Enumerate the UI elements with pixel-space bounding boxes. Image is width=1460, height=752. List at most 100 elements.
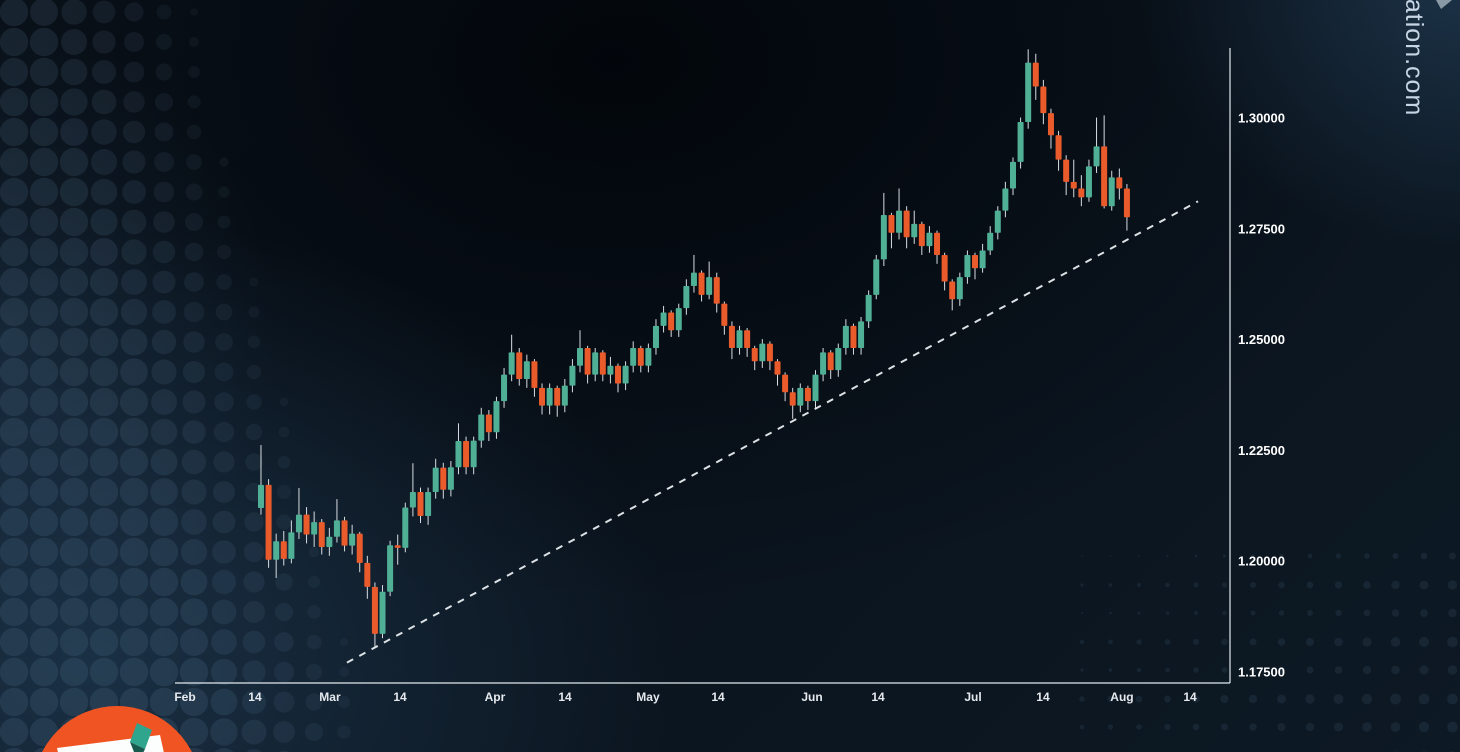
y-axis-label: 1.25000	[1238, 332, 1285, 347]
candle	[546, 383, 553, 415]
logo-diamond	[130, 723, 152, 749]
candle	[911, 210, 918, 244]
candle-body-bullish	[736, 330, 743, 348]
candle	[812, 370, 819, 408]
candle	[523, 354, 530, 388]
candle	[782, 372, 789, 402]
candle	[326, 527, 333, 556]
candle-body-bullish	[911, 223, 918, 238]
candle-body-bullish	[455, 441, 462, 468]
candle	[987, 226, 994, 255]
candle	[493, 396, 500, 439]
candle-body-bearish	[903, 210, 910, 238]
candle-body-bullish	[425, 492, 432, 516]
candle	[668, 310, 675, 337]
candle-body-bullish	[675, 308, 682, 331]
candle	[349, 524, 356, 555]
candle	[432, 458, 439, 499]
candle-body-bearish	[827, 352, 834, 371]
candle	[470, 436, 477, 475]
x-axis-label: 14	[248, 690, 262, 704]
candle-body-bullish	[842, 325, 849, 348]
candle-body-bearish	[1040, 86, 1047, 114]
candle-body-bearish	[356, 533, 363, 563]
candle-body-bullish	[987, 232, 994, 251]
candle-body-bearish	[888, 215, 895, 233]
candle	[1025, 49, 1032, 129]
candle	[759, 339, 766, 368]
halftone-dots-right	[1079, 552, 1458, 752]
candle-body-bearish	[972, 254, 979, 269]
candle	[1108, 170, 1115, 211]
candle	[949, 279, 956, 311]
candle	[592, 347, 599, 382]
candle-body-bullish	[706, 277, 713, 295]
candle	[880, 192, 887, 267]
x-axis-label: Aug	[1110, 690, 1133, 704]
candle	[1085, 159, 1092, 202]
candle	[288, 520, 295, 564]
candle-body-bullish	[820, 352, 827, 375]
candle-body-bullish	[1108, 177, 1115, 207]
candle-body-bearish	[1047, 113, 1054, 136]
candle-body-bearish	[668, 312, 675, 331]
candle	[1070, 159, 1077, 198]
candle-body-bearish	[539, 387, 546, 406]
x-axis-label: 14	[1036, 690, 1050, 704]
candle	[774, 359, 781, 386]
candle	[1002, 181, 1009, 218]
x-axis-label: 14	[558, 690, 572, 704]
candle-body-bearish	[1123, 188, 1130, 218]
candle	[804, 385, 811, 411]
candle-body-bearish	[1078, 188, 1085, 198]
candle	[630, 341, 637, 373]
candle-body-bullish	[546, 387, 553, 406]
candle-body-bullish	[652, 325, 659, 348]
candle-body-bullish	[333, 520, 340, 537]
candle-body-bullish	[812, 374, 819, 402]
candle	[683, 279, 690, 315]
candle	[645, 343, 652, 373]
candle	[797, 383, 804, 413]
candle-body-bullish	[956, 277, 963, 300]
candle-body-bullish	[926, 232, 933, 247]
candle-body-bullish	[873, 259, 880, 295]
candle	[979, 243, 986, 273]
candle	[675, 303, 682, 337]
candle	[873, 254, 880, 300]
candle	[516, 347, 523, 386]
candle-body-bearish	[1055, 135, 1062, 160]
candle	[554, 385, 561, 417]
candle-body-bearish	[280, 541, 287, 559]
candle	[918, 221, 925, 255]
candle	[409, 463, 416, 517]
candle-body-bullish	[257, 484, 264, 508]
candle	[303, 507, 310, 544]
candle-body-bullish	[379, 591, 386, 634]
candle-body-bullish	[432, 467, 439, 493]
candle-body-bearish	[774, 361, 781, 375]
candle-body-bullish	[311, 522, 318, 535]
candle-body-bullish	[645, 347, 652, 366]
candle-body-bearish	[463, 441, 470, 468]
candle-body-bearish	[531, 361, 538, 388]
candle-body-bearish	[440, 467, 447, 490]
candle-body-bearish	[516, 352, 523, 380]
candle-body-bullish	[797, 387, 804, 406]
candle-body-bullish	[273, 541, 280, 560]
candle-body-bearish	[744, 330, 751, 348]
candle	[842, 319, 849, 355]
candle-body-bullish	[478, 414, 485, 441]
candle-body-bearish	[1070, 181, 1077, 189]
axes: 1.30000 1.27500 1.25000 1.22500 1.20000 1.175…	[174, 48, 1285, 704]
candle	[440, 462, 447, 499]
candle-body-bearish	[599, 352, 606, 375]
candle	[569, 359, 576, 393]
candle	[364, 555, 371, 599]
candle-body-bullish	[409, 492, 416, 508]
candle-body-bullish	[994, 210, 1001, 233]
candle-body-bearish	[371, 586, 378, 634]
candle	[333, 499, 340, 543]
candle	[835, 343, 842, 377]
